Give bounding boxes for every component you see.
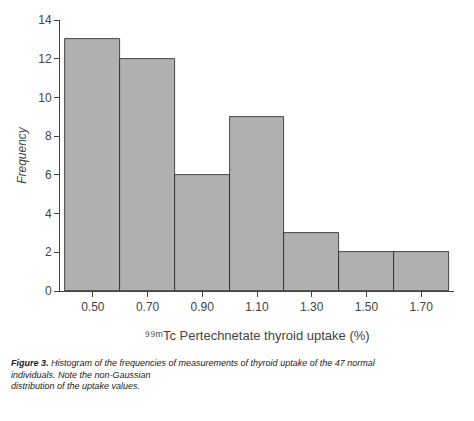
svg-text:1.10: 1.10 <box>245 300 269 314</box>
svg-text:2: 2 <box>45 245 52 259</box>
svg-text:1.70: 1.70 <box>409 300 433 314</box>
svg-text:0: 0 <box>45 284 52 298</box>
svg-text:0.50: 0.50 <box>81 300 105 314</box>
svg-text:1.30: 1.30 <box>300 300 324 314</box>
svg-text:4: 4 <box>45 207 52 221</box>
svg-text:⁹⁹ᵐTc Pertechnetate thyroid up: ⁹⁹ᵐTc Pertechnetate thyroid uptake (%) <box>144 328 369 343</box>
svg-text:Figure 3. Histogram of the fre: Figure 3. Histogram of the frequencies o… <box>11 358 376 391</box>
svg-text:14: 14 <box>38 13 52 27</box>
svg-text:12: 12 <box>38 52 52 66</box>
svg-text:0.90: 0.90 <box>191 300 215 314</box>
svg-text:10: 10 <box>38 91 52 105</box>
svg-text:0.70: 0.70 <box>136 300 160 314</box>
svg-text:Frequency: Frequency <box>15 126 29 184</box>
svg-text:8: 8 <box>45 129 52 143</box>
svg-text:1.50: 1.50 <box>355 300 379 314</box>
svg-text:6: 6 <box>45 168 52 182</box>
